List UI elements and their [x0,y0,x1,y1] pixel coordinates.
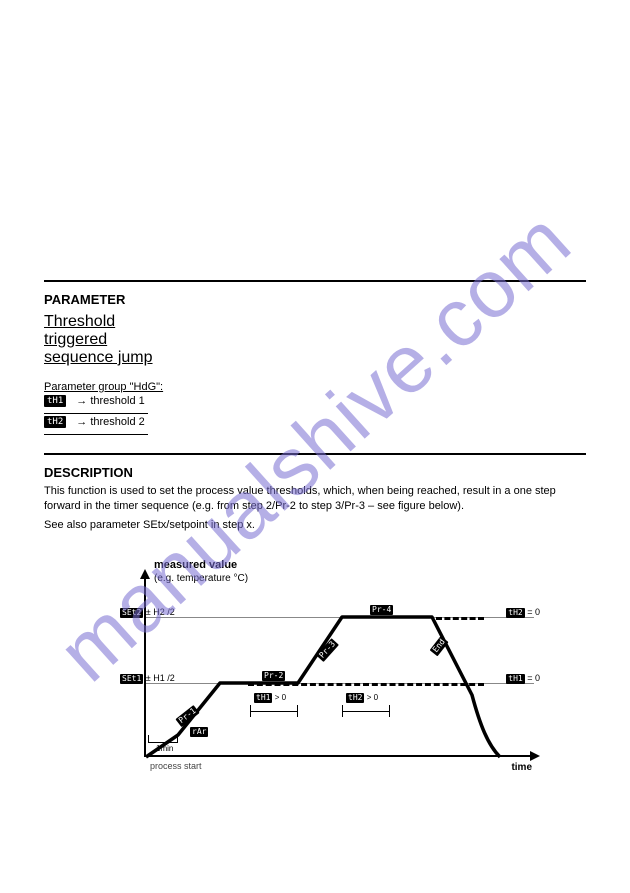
curve-step-tag: Pr-4 [370,605,393,615]
param-text: → threshold 1 [76,395,144,407]
curve-step-tag: rAr [190,727,208,737]
description-section: DESCRIPTION This function is used to set… [44,453,586,533]
description-paragraph: See also parameter SEtx/setpoint in step… [44,518,586,533]
process-curve [120,555,540,775]
param-row: tH2 → threshold 2 [44,416,586,428]
span-label-th1: tH1 > 0 [254,693,286,703]
divider [44,453,586,455]
param-heading: Threshold triggered sequence jump [44,313,174,367]
process-start-label: process start [150,761,202,771]
param-tag-icon: tH2 [44,416,66,428]
right-label-th1: tH1 = 0 [506,673,540,684]
param-group-label: Parameter group "HdG": [44,381,586,393]
span-bracket-th2 [342,705,390,717]
page: PARAMETER Threshold triggered sequence j… [0,0,630,893]
param-row: tH1 → threshold 1 [44,395,586,407]
x-axis-label: time [511,762,532,773]
description-paragraph: This function is used to set the process… [44,484,586,514]
section-title-description: DESCRIPTION [44,465,586,480]
thin-divider [44,434,148,435]
section-title-parameter: PARAMETER [44,292,586,307]
param-text: → threshold 2 [76,416,144,428]
one-min-label: 1min [156,744,173,753]
thin-divider [44,413,148,414]
curve-step-tag: Pr-2 [262,671,285,681]
y-label-set2: SEt2 ± H2 /2 [120,607,175,618]
one-min-bracket [148,735,178,743]
span-bracket-th1 [250,705,298,717]
chart-figure: measured value (e.g. temperature °C) Pr-… [120,555,540,775]
parameter-section: PARAMETER Threshold triggered sequence j… [44,280,586,435]
param-tag-icon: tH1 [44,395,66,407]
right-label-th2: tH2 = 0 [506,607,540,618]
divider [44,280,586,282]
y-label-set1: SEt1 ± H1 /2 [120,673,175,684]
span-label-th2: tH2 > 0 [346,693,378,703]
